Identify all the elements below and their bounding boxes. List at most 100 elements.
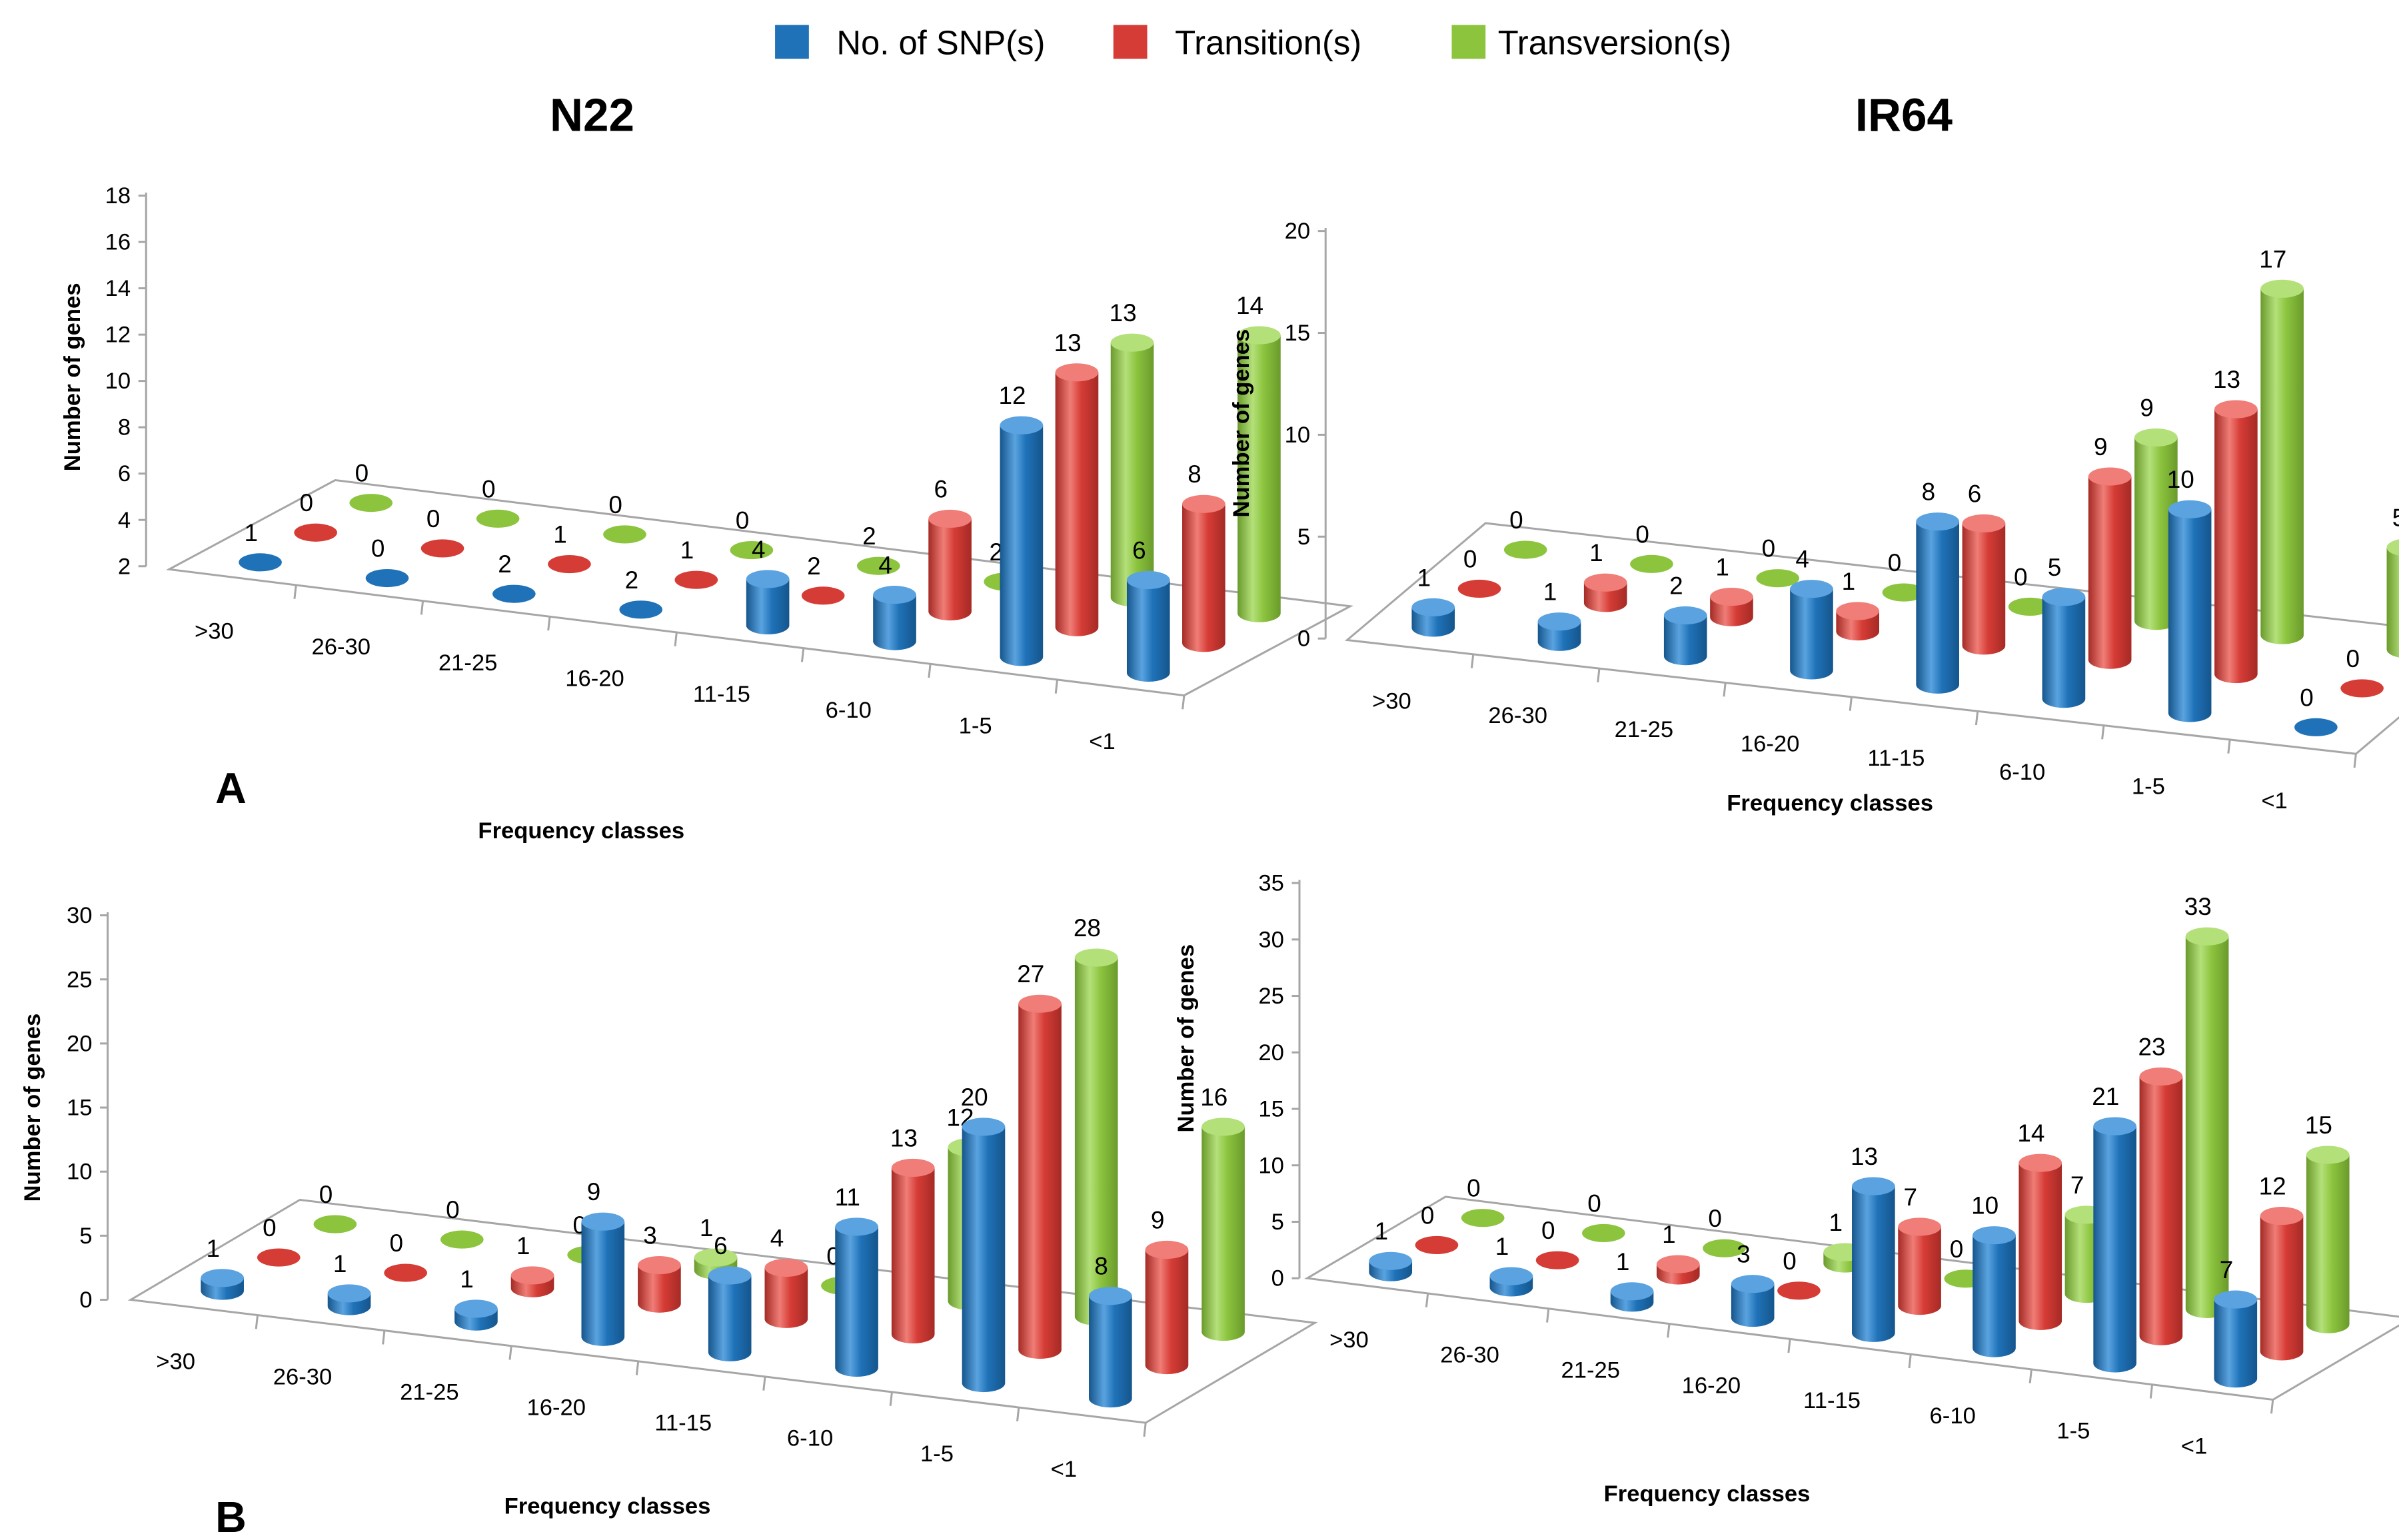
data-label-snp: 2 (498, 550, 512, 578)
data-label-transition: 2 (807, 552, 821, 580)
x-axis-title: Frequency classes (1727, 791, 1933, 816)
x-tick-mark (508, 1345, 512, 1360)
x-tick-label: 11-15 (1867, 746, 1925, 771)
bar-transition (801, 586, 845, 605)
data-label-transversion: 5 (2392, 504, 2399, 532)
data-label-transition: 7 (1903, 1183, 1917, 1211)
bar-snp (2214, 1290, 2258, 1388)
bar-transition (2088, 467, 2132, 669)
x-tick-label: >30 (195, 618, 234, 644)
x-tick-mark (889, 1391, 893, 1406)
bar-snp (2093, 1117, 2136, 1373)
bar-transversion (1503, 540, 1547, 559)
bar-top (1201, 1118, 1245, 1136)
data-label-transversion: 0 (319, 1181, 333, 1208)
bar-snp (1126, 570, 1170, 682)
bar-top (1126, 570, 1170, 589)
data-label-snp: 10 (2167, 466, 2194, 493)
chart-ir64-b: 05101520253035>3026-3021-2516-2011-156-1… (1174, 871, 2399, 1507)
bar-top (2008, 597, 2052, 616)
bar-top (2093, 1117, 2136, 1136)
data-label-transition: 1 (1842, 568, 1856, 595)
bar-transition (764, 1258, 808, 1328)
bar-top (1537, 612, 1581, 631)
bar-transition (2340, 679, 2384, 698)
x-tick-label: 21-25 (1561, 1357, 1620, 1383)
x-tick-label: <1 (2181, 1433, 2207, 1459)
bar-top (674, 570, 718, 589)
bar-transversion (1201, 1118, 1245, 1341)
bar-transversion (2185, 927, 2229, 1318)
y-tick-label: 30 (1258, 927, 1284, 952)
x-tick-mark (1667, 1323, 1671, 1338)
data-label-snp: 6 (1132, 536, 1146, 564)
x-tick-label: 16-20 (527, 1395, 586, 1421)
bar-transversion (476, 509, 520, 528)
bar-top (1369, 1251, 1413, 1270)
y-tick-label: 0 (1297, 626, 1310, 652)
bar-top (1656, 1255, 1700, 1273)
x-tick-label: 1-5 (959, 713, 992, 738)
data-label-transition: 0 (2346, 645, 2360, 672)
bar-transversion (2008, 597, 2052, 616)
data-label-transversion: 0 (482, 475, 496, 502)
bar-transversion (603, 525, 646, 544)
bar-transversion (1461, 1209, 1505, 1227)
data-label-transition: 0 (1541, 1217, 1555, 1244)
x-tick-label: 6-10 (1930, 1403, 1976, 1429)
x-tick-mark (1849, 696, 1853, 711)
data-label-transversion: 0 (446, 1196, 460, 1223)
x-tick-mark (1787, 1339, 1791, 1353)
data-label-transversion: 0 (1708, 1205, 1722, 1232)
x-tick-label: 21-25 (438, 650, 498, 676)
y-tick-label: 18 (105, 183, 131, 209)
x-tick-mark (2270, 1399, 2274, 1414)
bar-snp (327, 1284, 371, 1315)
bar-transition (1777, 1281, 1821, 1300)
data-label-transition: 1 (553, 521, 567, 548)
bar-transversion (1237, 326, 1281, 622)
x-tick-mark (1425, 1293, 1429, 1307)
data-label-snp: 4 (752, 536, 766, 563)
data-label-snp: 3 (1737, 1241, 1751, 1268)
x-tick-label: >30 (1372, 688, 1411, 714)
bar-snp (835, 1217, 878, 1377)
bar-transition (1836, 602, 1879, 641)
floor-plane (165, 478, 1354, 697)
data-label-snp: 1 (1495, 1233, 1509, 1260)
data-label-snp: 1 (333, 1250, 347, 1277)
bar-transversion (313, 1215, 357, 1233)
data-label-transversion: 13 (1110, 299, 1137, 327)
y-tick-label: 30 (67, 903, 93, 928)
x-tick-label: 26-30 (273, 1364, 333, 1389)
bar-top (1710, 588, 1753, 606)
data-label-snp: 20 (961, 1084, 988, 1111)
data-label-transition: 1 (680, 536, 694, 564)
data-label-transversion: 0 (2014, 563, 2028, 590)
data-label-transition: 13 (890, 1124, 918, 1152)
bar-snp (1790, 580, 1833, 680)
bar-top (1074, 948, 1118, 967)
bar-top (239, 553, 282, 572)
data-label-snp: 2 (1669, 572, 1683, 599)
x-tick-mark (928, 664, 932, 678)
data-label-transversion: 0 (608, 491, 622, 518)
bar-top (349, 494, 393, 512)
bar-top (492, 584, 536, 603)
bar-snp (1369, 1251, 1413, 1281)
x-tick-mark (1016, 1407, 1020, 1421)
bar-top (638, 1256, 681, 1275)
data-label-transversion: 0 (1635, 520, 1649, 548)
data-label-transition: 1 (1715, 554, 1729, 581)
bar-transversion (1110, 333, 1154, 607)
x-tick-mark (1908, 1353, 1912, 1369)
bar-transition (1055, 363, 1099, 636)
y-axis-title: Number of genes (1174, 944, 1199, 1133)
bar-transversion (730, 541, 774, 560)
panel-label-b: B (215, 1493, 247, 1540)
data-label-transversion: 0 (1762, 535, 1776, 562)
x-tick-mark (382, 1330, 386, 1345)
bar-top (1790, 580, 1833, 598)
x-tick-mark (255, 1315, 259, 1329)
bar-top (313, 1215, 357, 1233)
